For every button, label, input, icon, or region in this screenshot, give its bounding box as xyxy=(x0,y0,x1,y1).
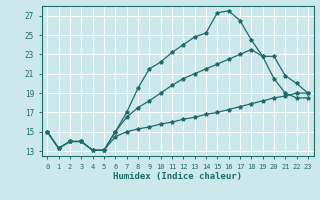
X-axis label: Humidex (Indice chaleur): Humidex (Indice chaleur) xyxy=(113,172,242,181)
